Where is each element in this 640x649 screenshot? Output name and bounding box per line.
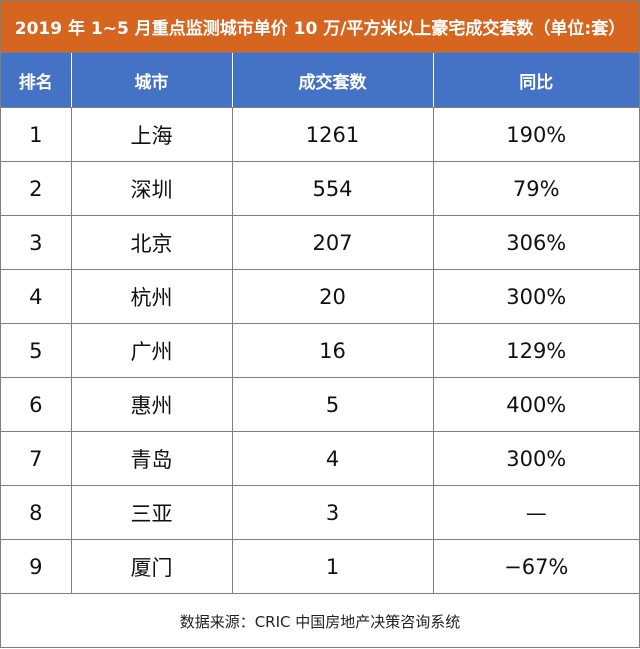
units-cell: 1 — [231, 539, 433, 594]
rank-cell: 3 — [1, 215, 71, 270]
table-row: 9 厦门 1 −67% — [1, 539, 639, 594]
yoy-cell: 300% — [432, 431, 639, 486]
data-table: 排名 城市 成交套数 同比 1 上海 1261 190% 2 深圳 554 79… — [1, 53, 639, 594]
header-row: 排名 城市 成交套数 同比 — [1, 53, 639, 108]
city-cell: 三亚 — [70, 485, 232, 540]
city-cell: 北京 — [70, 215, 232, 270]
yoy-cell: 79% — [432, 161, 639, 216]
city-cell: 上海 — [70, 107, 232, 162]
rank-cell: 6 — [1, 377, 71, 432]
units-cell: 4 — [231, 431, 433, 486]
yoy-cell: 129% — [432, 323, 639, 378]
rank-cell: 4 — [1, 269, 71, 324]
city-cell: 惠州 — [70, 377, 232, 432]
header-units: 成交套数 — [231, 53, 433, 108]
city-cell: 广州 — [70, 323, 232, 378]
header-city: 城市 — [70, 53, 232, 108]
table-row: 8 三亚 3 — — [1, 485, 639, 540]
units-cell: 20 — [231, 269, 433, 324]
yoy-cell: 400% — [432, 377, 639, 432]
units-cell: 1261 — [231, 107, 433, 162]
table-row: 6 惠州 5 400% — [1, 377, 639, 432]
yoy-cell: −67% — [432, 539, 639, 594]
table-row: 4 杭州 20 300% — [1, 269, 639, 324]
yoy-cell: 300% — [432, 269, 639, 324]
rank-cell: 9 — [1, 539, 71, 594]
city-cell: 深圳 — [70, 161, 232, 216]
header-rank: 排名 — [1, 53, 71, 108]
rank-cell: 1 — [1, 107, 71, 162]
table-row: 1 上海 1261 190% — [1, 107, 639, 162]
table-row: 7 青岛 4 300% — [1, 431, 639, 486]
rank-cell: 8 — [1, 485, 71, 540]
units-cell: 207 — [231, 215, 433, 270]
table-row: 3 北京 207 306% — [1, 215, 639, 270]
table-title: 2019 年 1~5 月重点监测城市单价 10 万/平方米以上豪宅成交套数（单位… — [1, 1, 639, 53]
yoy-cell: 306% — [432, 215, 639, 270]
rank-cell: 7 — [1, 431, 71, 486]
city-cell: 杭州 — [70, 269, 232, 324]
source-note: 数据来源：CRIC 中国房地产决策咨询系统 — [179, 613, 461, 631]
yoy-cell: 190% — [432, 107, 639, 162]
rank-cell: 2 — [1, 161, 71, 216]
header-yoy: 同比 — [432, 53, 639, 108]
city-cell: 厦门 — [70, 539, 232, 594]
rank-cell: 5 — [1, 323, 71, 378]
units-cell: 554 — [231, 161, 433, 216]
units-cell: 3 — [231, 485, 433, 540]
units-cell: 5 — [231, 377, 433, 432]
table-row: 2 深圳 554 79% — [1, 161, 639, 216]
city-cell: 青岛 — [70, 431, 232, 486]
units-cell: 16 — [231, 323, 433, 378]
table-row: 5 广州 16 129% — [1, 323, 639, 378]
yoy-cell: — — [432, 485, 639, 540]
